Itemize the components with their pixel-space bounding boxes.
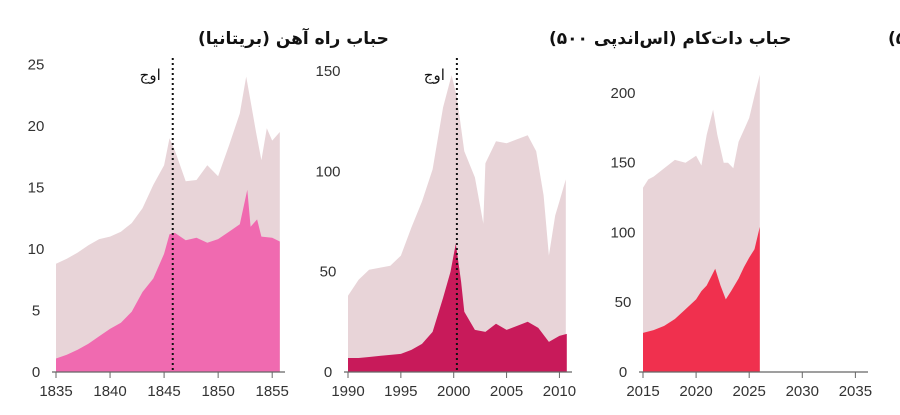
y-tick-label: 100 [610,224,635,241]
y-tick-label: 150 [315,63,340,80]
x-tick-label: 2015 [626,383,659,400]
y-tick-label: 20 [28,118,45,135]
x-tick-label: 2005 [490,383,523,400]
series-area-main [643,226,760,372]
x-tick-label: 1835 [39,383,72,400]
y-tick-label: 5 [32,302,40,319]
peak-label: اوج [140,66,161,85]
main-area-layer [643,226,760,372]
axes: 1990 1995 2000 2005 2010 0 50 100 150 [315,63,576,400]
chart-title: رونق هوش مصنوعی (اس‌اندپی ۵۰۰) [888,29,900,49]
x-tick-label: 2030 [786,383,819,400]
x-tick-label: 2025 [733,383,766,400]
peak-marker: اوج [140,58,174,372]
peak-marker: اوج [424,58,458,372]
x-tick-label: 1845 [147,383,180,400]
series-area-main [56,189,280,372]
y-tick-label: 0 [32,364,40,381]
y-tick-label: 50 [615,294,632,311]
x-tick-label: 1850 [201,383,234,400]
y-tick-label: 10 [28,241,45,258]
series-area-main [348,243,567,372]
y-tick-label: 100 [315,163,340,180]
y-tick-label: 15 [28,179,45,196]
panel-dotcom-bubble: حباب دات‌کام (اس‌اندپی ۵۰۰) اوج 1990 1995… [315,29,791,400]
y-tick-label: 50 [320,264,337,281]
axes: 2015 2020 2025 2030 2035 0 50 100 150 200 [610,85,872,400]
y-tick-label: 0 [324,364,332,381]
main-area-layer [56,189,280,372]
x-tick-label: 2010 [543,383,576,400]
x-tick-label: 2000 [437,383,470,400]
x-tick-label: 2020 [679,383,712,400]
chart-title: حباب راه آهن (بریتانیا) [198,27,389,49]
x-tick-label: 2035 [839,383,872,400]
x-tick-label: 1990 [331,383,364,400]
panel-railway-bubble: حباب راه آهن (بریتانیا) اوج 1835 1840 1845… [28,27,389,400]
y-tick-label: 200 [610,85,635,102]
y-tick-label: 25 [28,56,45,73]
main-area-layer [348,243,567,372]
axes: 1835 1840 1845 1850 1855 0 5 10 15 20 25 [28,56,289,400]
x-tick-label: 1840 [93,383,126,400]
peak-label: اوج [424,66,445,85]
y-tick-label: 0 [619,364,627,381]
x-tick-label: 1995 [384,383,417,400]
panel-ai-boom: رونق هوش مصنوعی (اس‌اندپی ۵۰۰) 201520202… [610,29,900,400]
y-tick-label: 150 [610,155,635,172]
x-tick-label: 1855 [256,383,289,400]
chart-title: حباب دات‌کام (اس‌اندپی ۵۰۰) [549,29,791,49]
